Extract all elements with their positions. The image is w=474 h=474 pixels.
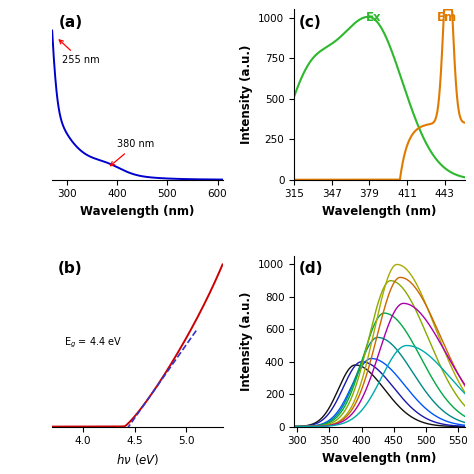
Text: (b): (b) <box>57 262 82 276</box>
Text: (a): (a) <box>59 15 83 29</box>
Text: (d): (d) <box>299 262 324 276</box>
X-axis label: Wavelength (nm): Wavelength (nm) <box>322 205 437 218</box>
Text: Em: Em <box>437 11 457 24</box>
Text: (c): (c) <box>299 15 322 29</box>
Y-axis label: Intensity (a.u.): Intensity (a.u.) <box>240 292 253 391</box>
Y-axis label: Intensity (a.u.): Intensity (a.u.) <box>240 45 253 144</box>
Text: Ex: Ex <box>365 11 381 24</box>
Text: E$_g$ = 4.4 eV: E$_g$ = 4.4 eV <box>64 335 123 350</box>
X-axis label: $h\nu$ $(eV)$: $h\nu$ $(eV)$ <box>116 452 159 467</box>
X-axis label: Wavelength (nm): Wavelength (nm) <box>80 205 194 218</box>
Text: 380 nm: 380 nm <box>110 139 155 166</box>
X-axis label: Wavelength (nm): Wavelength (nm) <box>322 452 437 465</box>
Text: 255 nm: 255 nm <box>59 40 100 65</box>
